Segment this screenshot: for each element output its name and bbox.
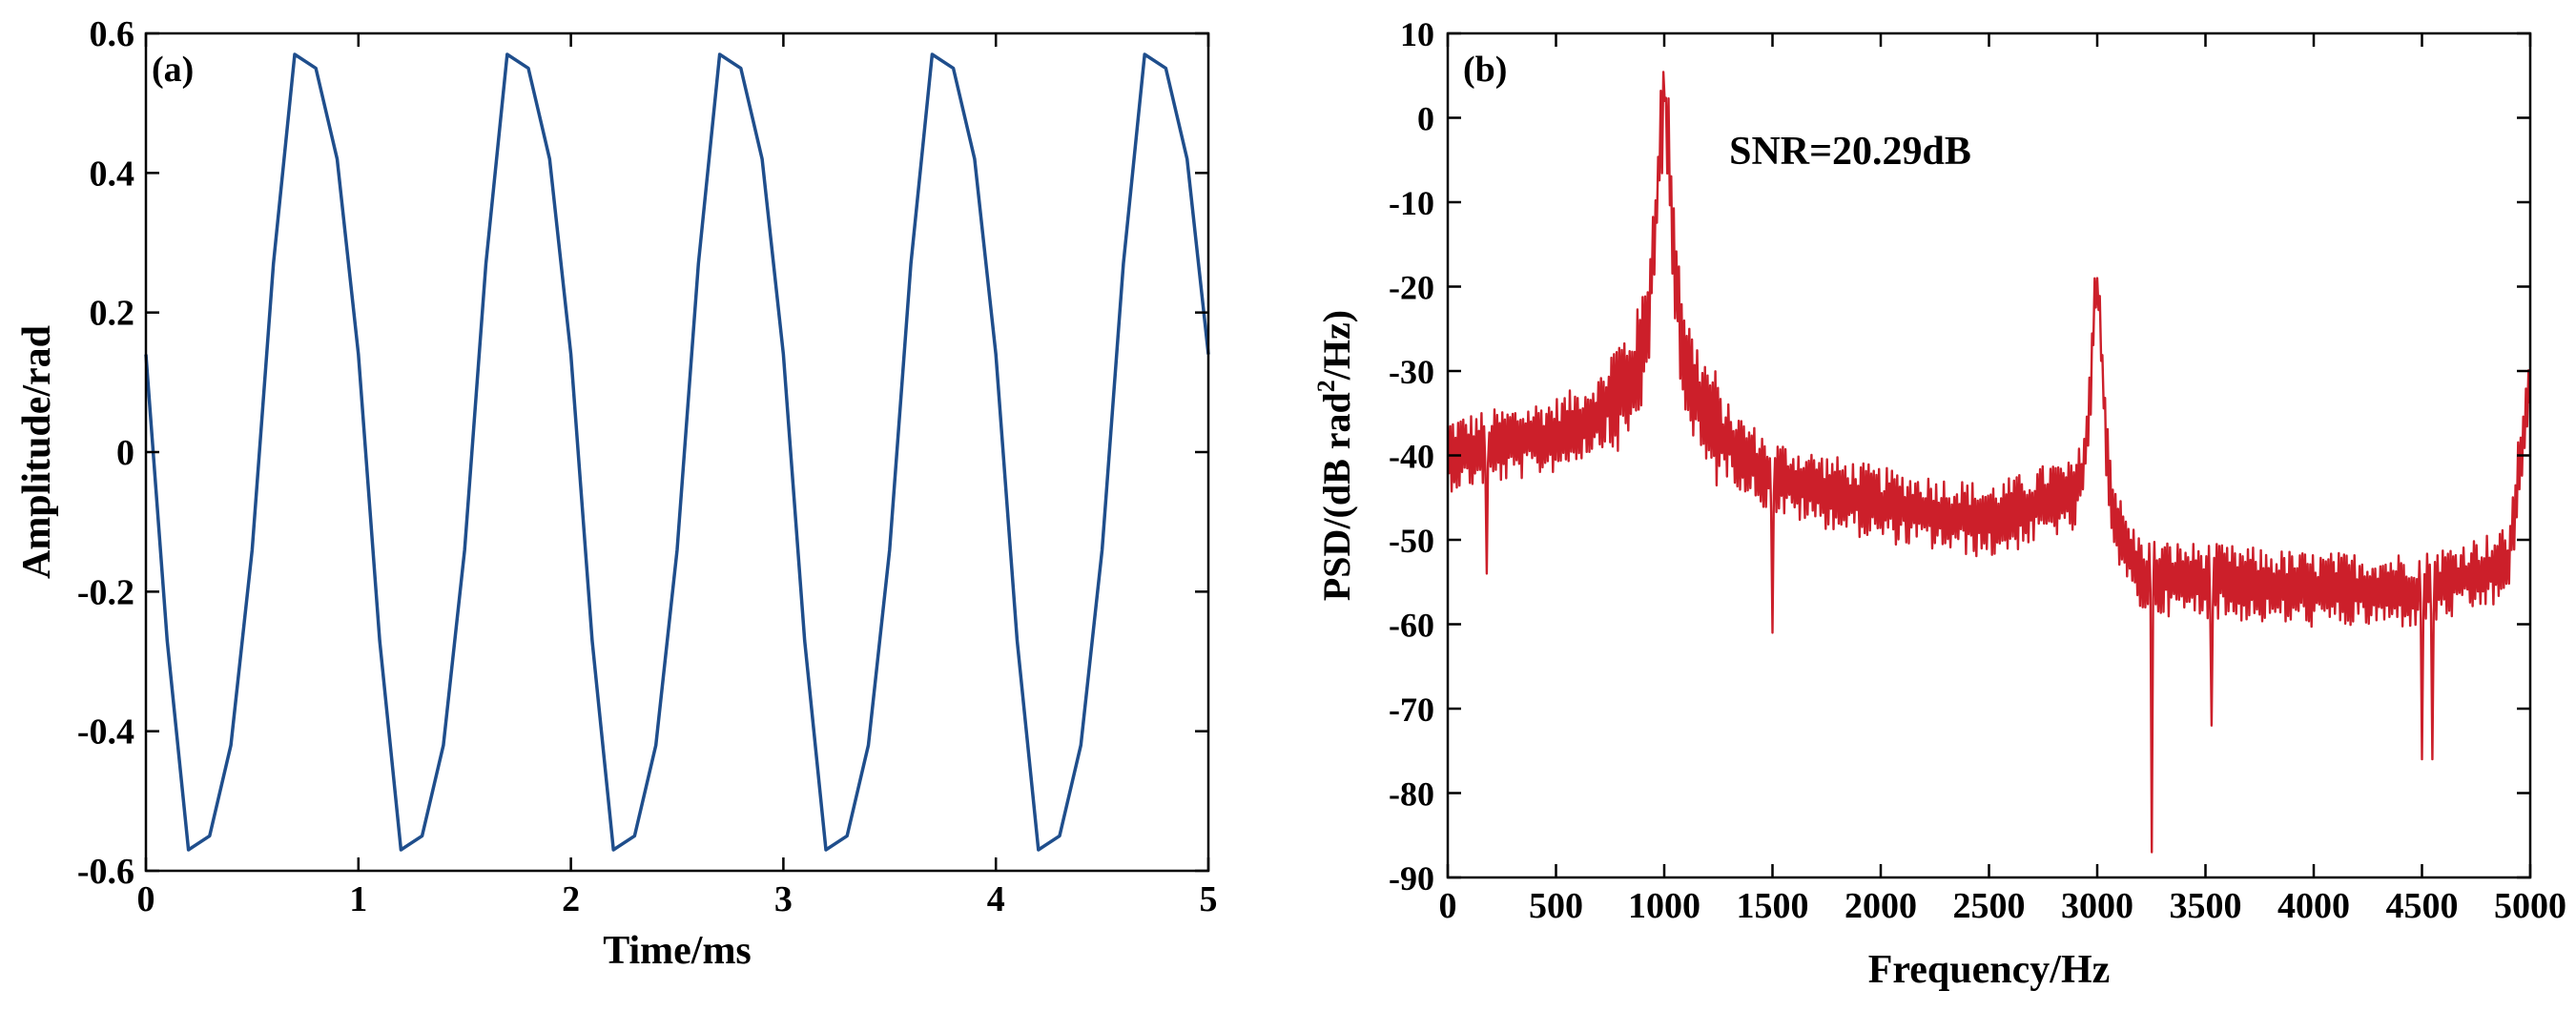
panel-b-y-tick-label: -50 [1389, 522, 1434, 560]
panel-b-x-tick-label: 3000 [2061, 886, 2133, 926]
panel-b-x-tick-label: 3500 [2170, 886, 2242, 926]
panel-a-x-tick-label: 5 [1200, 879, 1218, 919]
panel-b-label: (b) [1463, 50, 1507, 90]
panel-b-x-tick-label: 1500 [1737, 886, 1809, 926]
panel-b-y-tick-label: -30 [1389, 353, 1434, 391]
panel-b-y-tick-label: -80 [1389, 775, 1434, 814]
panel-a-x-tick-label: 2 [562, 879, 580, 919]
panel-b-psd-line [1448, 71, 2530, 854]
panel-a-y-axis-label: Amplitude/rad [15, 325, 59, 579]
panel-b-x-tick-label: 2500 [1953, 886, 2026, 926]
panel-a-y-tick-label: 0.6 [90, 14, 135, 54]
panel-b-y-axis-label-prefix: PSD/(dB rad [1315, 392, 1358, 601]
panel-b-x-tick-label: 5000 [2494, 886, 2566, 926]
panel-b-snr-annotation: SNR=20.29dB [1729, 130, 1971, 174]
panel-a-label: (a) [152, 50, 194, 90]
panel-a-y-tick-label: -0.2 [77, 572, 134, 612]
panel-b-ticks-group: 0 500 1000 1500 2000 2500 3000 3500 4000 4500 5000… [1389, 15, 2566, 926]
panel-b-y-tick-label: -70 [1389, 691, 1434, 729]
panel-b-y-axis-label-suffix: /Hz) [1315, 310, 1358, 381]
panel-b-x-tick-label: 1000 [1628, 886, 1700, 926]
panel-a-y-tick-label: 0.4 [90, 154, 135, 194]
panel-a-y-tick-label: 0 [116, 433, 134, 473]
panel-b-y-tick-label: -90 [1389, 859, 1434, 898]
panel-a-x-tick-label: 4 [987, 879, 1005, 919]
panel-b-y-tick-label: 10 [1400, 15, 1434, 53]
panel-b-x-tick-label: 4500 [2386, 886, 2459, 926]
panel-b-y-tick-label: -20 [1389, 269, 1434, 307]
panel-b-y-tick-label: -10 [1389, 184, 1434, 222]
panel-b-x-tick-label: 0 [1439, 886, 1457, 926]
panel-a-time-domain-chart: 0 1 2 3 4 5 0.6 0.4 0.2 0 -0.2 -0.4 -0.6 (a) Time/ms… [15, 14, 1218, 973]
panel-b-x-axis-label: Frequency/Hz [1868, 948, 2111, 992]
panel-b-psd-chart: 0 500 1000 1500 2000 2500 3000 3500 4000 4500 5000… [1312, 15, 2566, 992]
panel-a-ticks-group: 0 1 2 3 4 5 0.6 0.4 0.2 0 -0.2 -0.4 -0.6 [77, 14, 1218, 919]
panel-b-y-axis-label: PSD/(dB rad2/Hz) [1312, 310, 1358, 601]
panel-a-series-group [144, 52, 1210, 852]
panel-b-y-tick-label: 0 [1417, 100, 1434, 138]
panel-b-y-tick-label: -60 [1389, 607, 1434, 645]
panel-b-series-group [1448, 71, 2530, 854]
panel-a-x-axis-label: Time/ms [603, 929, 752, 973]
panel-a-y-tick-label: -0.4 [77, 712, 134, 753]
panel-b-y-tick-label: -40 [1389, 438, 1434, 476]
panel-a-series-line [144, 52, 1210, 852]
panel-b-x-tick-label: 500 [1529, 886, 1583, 926]
panel-a-y-tick-label: 0.2 [90, 294, 135, 334]
panel-a-x-tick-label: 3 [774, 879, 793, 919]
panel-a-y-tick-label: -0.6 [77, 852, 134, 892]
panel-b-y-axis-label-superscript: 2 [1312, 380, 1340, 392]
panel-a-x-tick-label: 0 [137, 879, 155, 919]
panel-b-x-tick-label: 4000 [2277, 886, 2350, 926]
panel-a-x-tick-label: 1 [349, 879, 367, 919]
panel-b-x-tick-label: 2000 [1844, 886, 1917, 926]
